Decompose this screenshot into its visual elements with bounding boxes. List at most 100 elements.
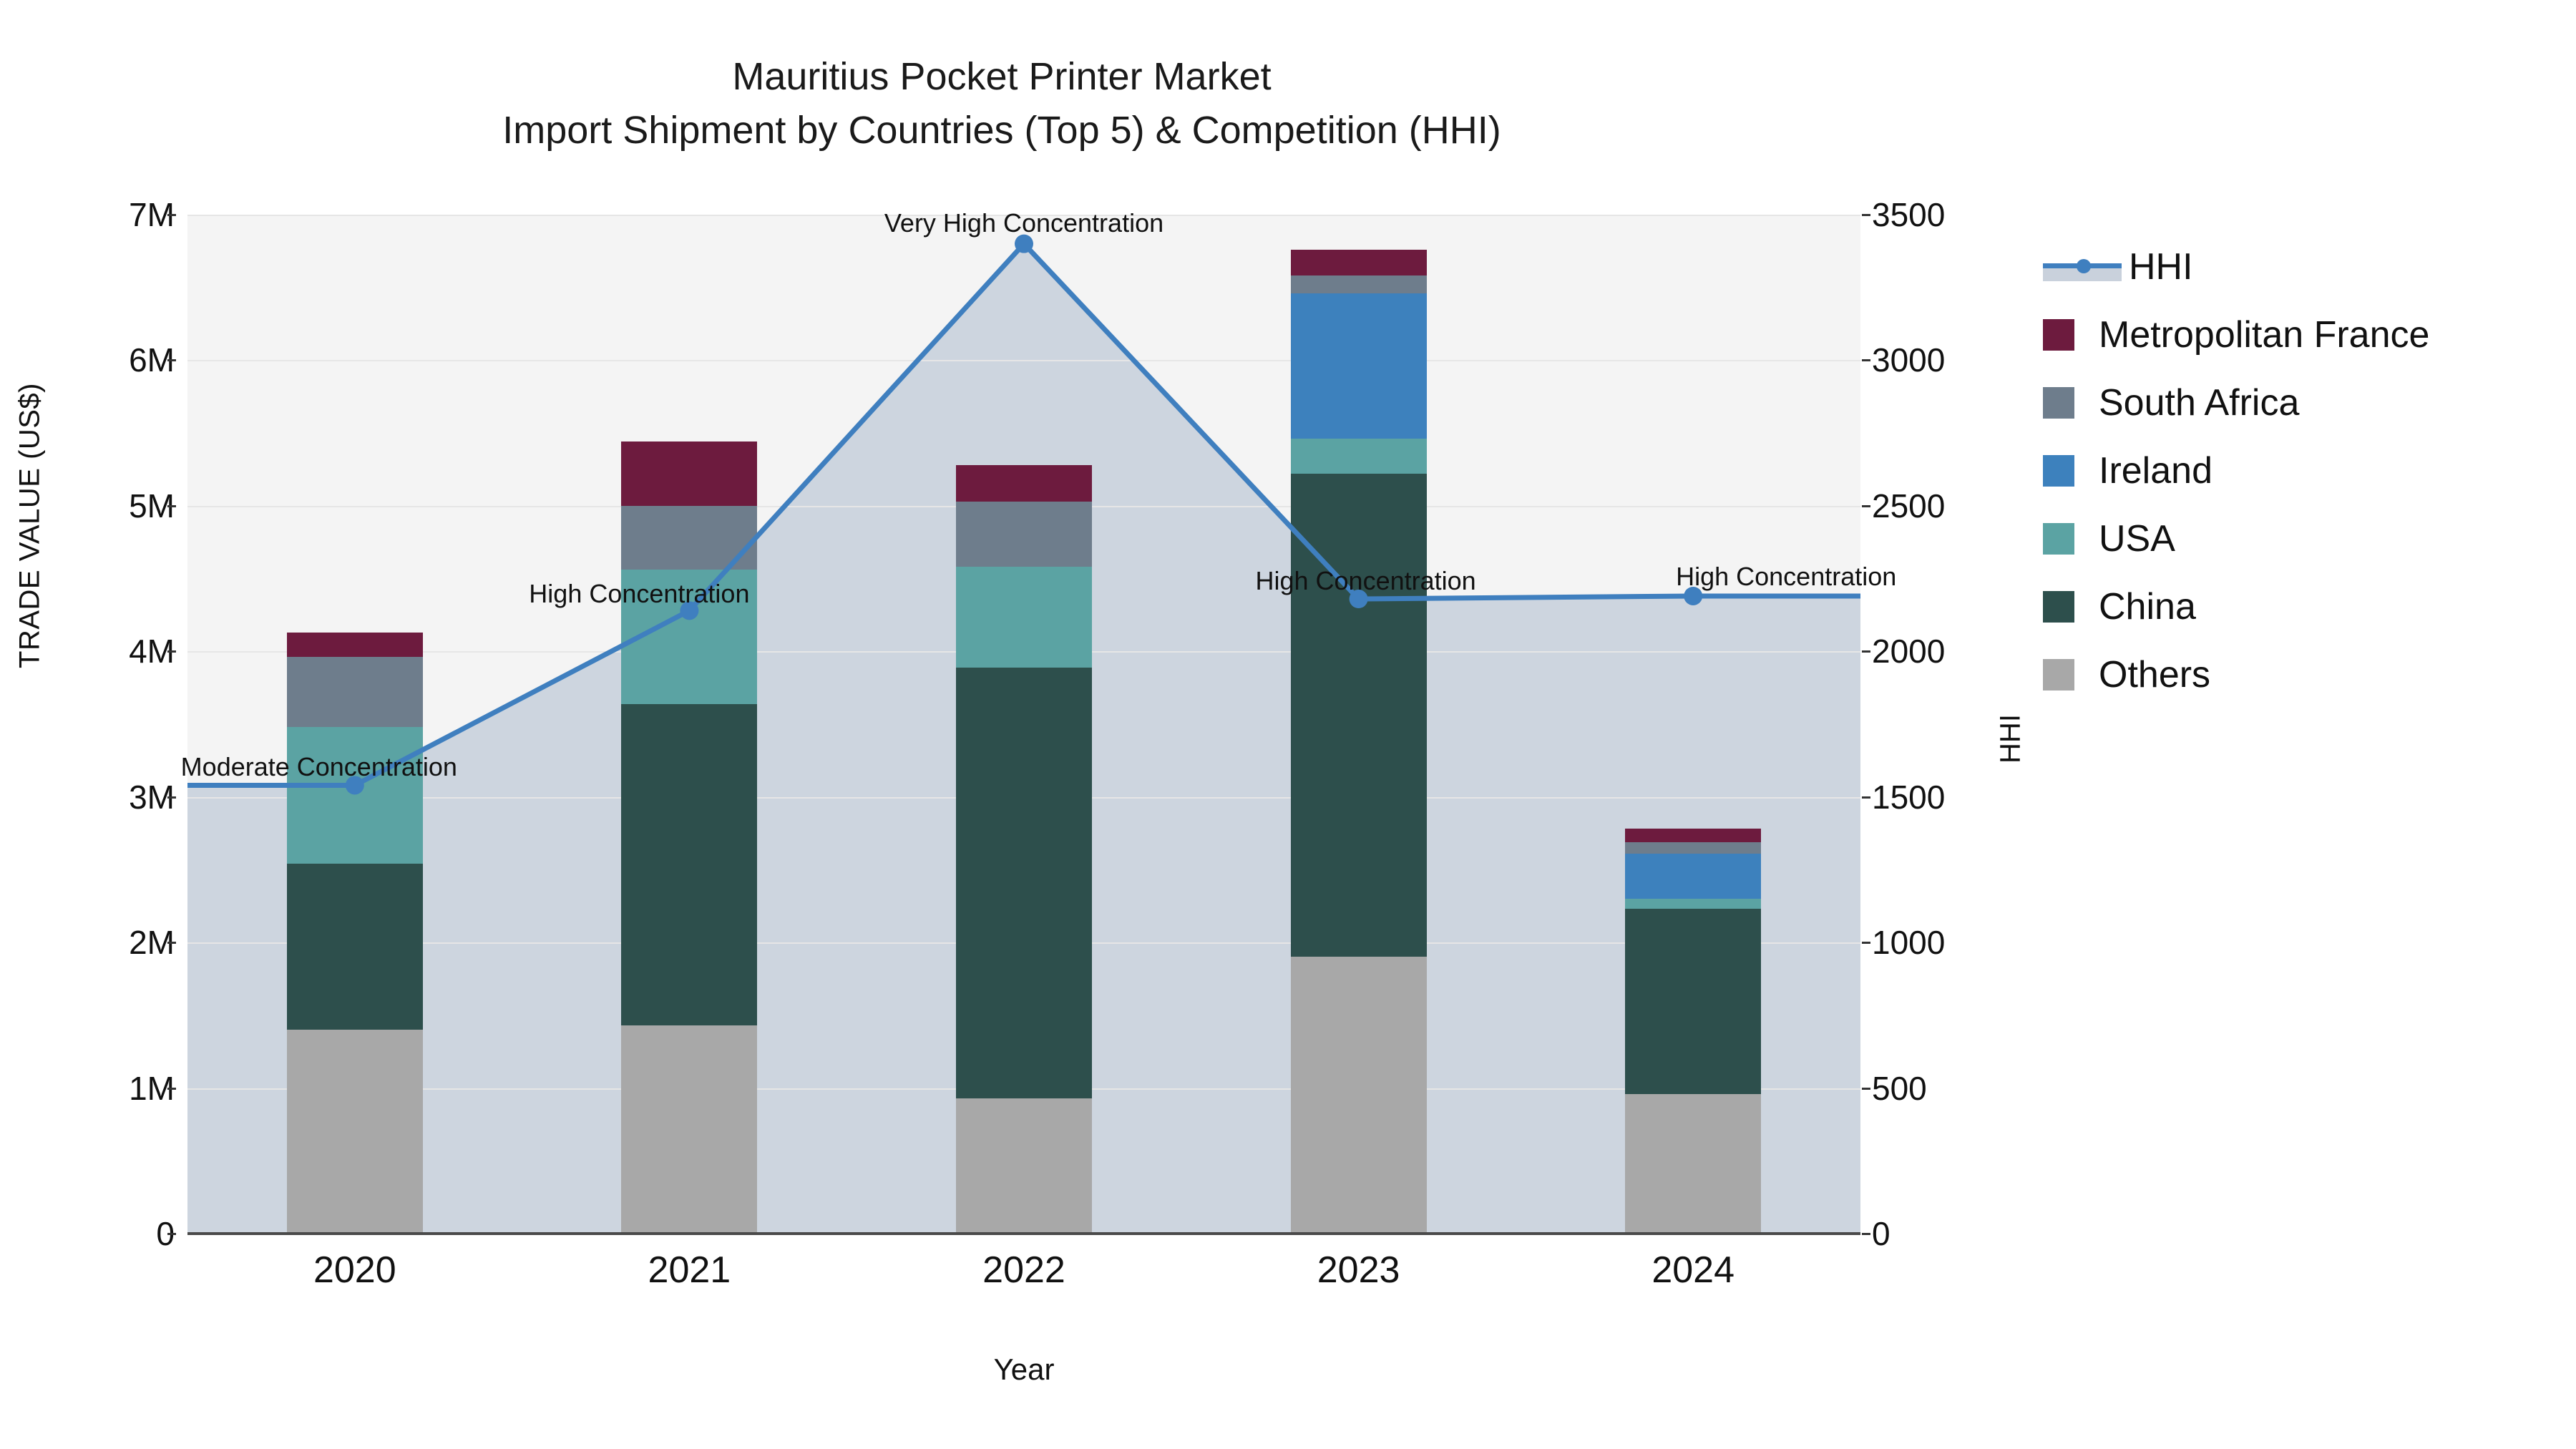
hhi-marker-2020[interactable]: [345, 776, 364, 795]
y-axis-right-title: HHI: [1994, 714, 2026, 763]
bar-segment-china-2020[interactable]: [286, 864, 423, 1030]
bar-segment-south-africa-2023[interactable]: [1290, 275, 1427, 293]
bar-segment-others-2022[interactable]: [956, 1098, 1092, 1234]
y-tick-mark-right: [1862, 796, 1870, 799]
hhi-marker-2022[interactable]: [1015, 234, 1033, 253]
annotation-2024: High Concentration: [1676, 561, 1897, 591]
legend-item-south-africa[interactable]: South Africa: [2043, 369, 2429, 436]
y-tick-label-left: 6M: [129, 341, 175, 379]
y-tick-label-left: 5M: [129, 487, 175, 525]
y-tick-label-right: 2500: [1872, 487, 1946, 525]
legend-swatch-icon: [2043, 590, 2074, 623]
y-tick-label-left: 7M: [129, 196, 175, 233]
bar-segment-south-africa-2024[interactable]: [1625, 841, 1762, 854]
annotation-2020: Moderate Concentration: [180, 752, 457, 782]
bar-segment-china-2024[interactable]: [1625, 909, 1762, 1094]
y-tick-label-right: 1500: [1872, 778, 1946, 816]
legend-item-label: Ireland: [2099, 449, 2212, 492]
bar-segment-others-2021[interactable]: [621, 1025, 758, 1234]
annotation-2023: High Concentration: [1255, 566, 1476, 596]
bar-segment-south-africa-2020[interactable]: [286, 657, 423, 728]
legend-item-usa[interactable]: USA: [2043, 504, 2429, 572]
legend-item-label: USA: [2099, 517, 2175, 560]
y-tick-label-left: 3M: [129, 778, 175, 816]
y-tick-mark-left: [167, 796, 176, 799]
y-tick-mark-left: [167, 359, 176, 362]
hhi-line: [187, 244, 1860, 786]
y-axis-left-title: TRADE VALUE (US$): [14, 383, 46, 668]
bar-segment-metropolitan-france-2020[interactable]: [286, 632, 423, 658]
y-tick-mark-left: [167, 214, 176, 216]
y-tick-label-right: 0: [1872, 1215, 1890, 1252]
legend-item-ireland[interactable]: Ireland: [2043, 436, 2429, 504]
bar-segment-others-2020[interactable]: [286, 1030, 423, 1234]
y-tick-mark-right: [1862, 650, 1870, 653]
y-tick-mark-right: [1862, 1233, 1870, 1235]
hhi-marker-2023[interactable]: [1349, 590, 1368, 609]
y-tick-mark-right: [1862, 942, 1870, 945]
legend-item-label: China: [2099, 585, 2196, 628]
annotation-2021: High Concentration: [529, 579, 750, 609]
y-tick-label-left: 4M: [129, 633, 175, 670]
legend-item-hhi[interactable]: HHI: [2043, 233, 2429, 301]
bar-segment-metropolitan-france-2022[interactable]: [956, 464, 1092, 502]
gridline: [187, 360, 1860, 362]
chart-title-line-2: Import Shipment by Countries (Top 5) & C…: [502, 108, 1501, 152]
y-tick-mark-left: [167, 1233, 176, 1235]
y-tick-label-right: 500: [1872, 1069, 1927, 1107]
hhi-line-layer: [187, 234, 1860, 795]
plot-area: [187, 215, 1860, 1235]
chart-title: Mauritius Pocket Printer Market Import S…: [0, 50, 2004, 157]
bar-segment-china-2021[interactable]: [621, 703, 758, 1026]
legend-item-metropolitan-france[interactable]: Metropolitan France: [2043, 301, 2429, 369]
x-tick-label-2020: 2020: [313, 1249, 396, 1291]
hhi-marker-2024[interactable]: [1684, 586, 1703, 605]
annotation-2022: Very High Concentration: [884, 208, 1164, 238]
legend-item-label: HHI: [2129, 245, 2193, 288]
y-tick-mark-left: [167, 1087, 176, 1090]
bar-segment-usa-2023[interactable]: [1290, 439, 1427, 474]
y-tick-label-right: 1000: [1872, 924, 1946, 962]
x-tick-label-2023: 2023: [1317, 1249, 1400, 1291]
y-axis-left: 0 1M 2M 3M 4M 5M 6M 7M: [0, 196, 176, 1252]
y-tick-mark-right: [1862, 359, 1870, 362]
y-tick-mark-right: [1862, 214, 1870, 216]
x-axis-title: Year: [993, 1352, 1055, 1386]
y-tick-label-right: 3000: [1872, 341, 1946, 379]
bar-segment-others-2023[interactable]: [1290, 957, 1427, 1234]
bar-segment-metropolitan-france-2021[interactable]: [621, 441, 758, 506]
hhi-marker-2021[interactable]: [680, 601, 699, 620]
legend: HHI Metropolitan France South Africa Irelan…: [2043, 233, 2429, 708]
bar-segment-usa-2022[interactable]: [956, 567, 1092, 668]
bar-segment-usa-2020[interactable]: [286, 727, 423, 864]
legend-item-china[interactable]: China: [2043, 572, 2429, 640]
y-tick-mark-left: [167, 650, 176, 653]
legend-swatch-icon: [2043, 658, 2074, 691]
chart-title-line-1: Mauritius Pocket Printer Market: [732, 55, 1272, 98]
legend-line-icon: [2043, 251, 2122, 283]
bar-segment-china-2022[interactable]: [956, 667, 1092, 1098]
bar-segment-ireland-2023[interactable]: [1290, 293, 1427, 439]
bar-segment-others-2024[interactable]: [1625, 1093, 1762, 1234]
bar-segment-metropolitan-france-2023[interactable]: [1290, 249, 1427, 276]
legend-swatch-icon: [2043, 386, 2074, 419]
legend-swatch-icon: [2043, 522, 2074, 555]
x-tick-label-2022: 2022: [982, 1249, 1065, 1291]
y-tick-mark-right: [1862, 504, 1870, 507]
x-tick-label-2024: 2024: [1652, 1249, 1735, 1291]
y-tick-mark-right: [1862, 1087, 1870, 1090]
y-tick-label-left: 1M: [129, 1069, 175, 1107]
y-tick-mark-left: [167, 942, 176, 945]
bar-segment-usa-2024[interactable]: [1625, 899, 1762, 909]
bar-segment-metropolitan-france-2024[interactable]: [1625, 829, 1762, 842]
x-axis-line: [187, 1232, 1860, 1235]
y-tick-mark-left: [167, 504, 176, 507]
legend-swatch-icon: [2043, 318, 2074, 351]
y-axis-right: 0 500 1000 1500 2000 2500 3000 3500: [1862, 196, 2087, 1252]
y-tick-label-left: 2M: [129, 924, 175, 962]
legend-item-others[interactable]: Others: [2043, 640, 2429, 708]
x-tick-label-2021: 2021: [648, 1249, 731, 1291]
bar-segment-south-africa-2022[interactable]: [956, 501, 1092, 567]
bar-segment-ireland-2024[interactable]: [1625, 854, 1762, 899]
